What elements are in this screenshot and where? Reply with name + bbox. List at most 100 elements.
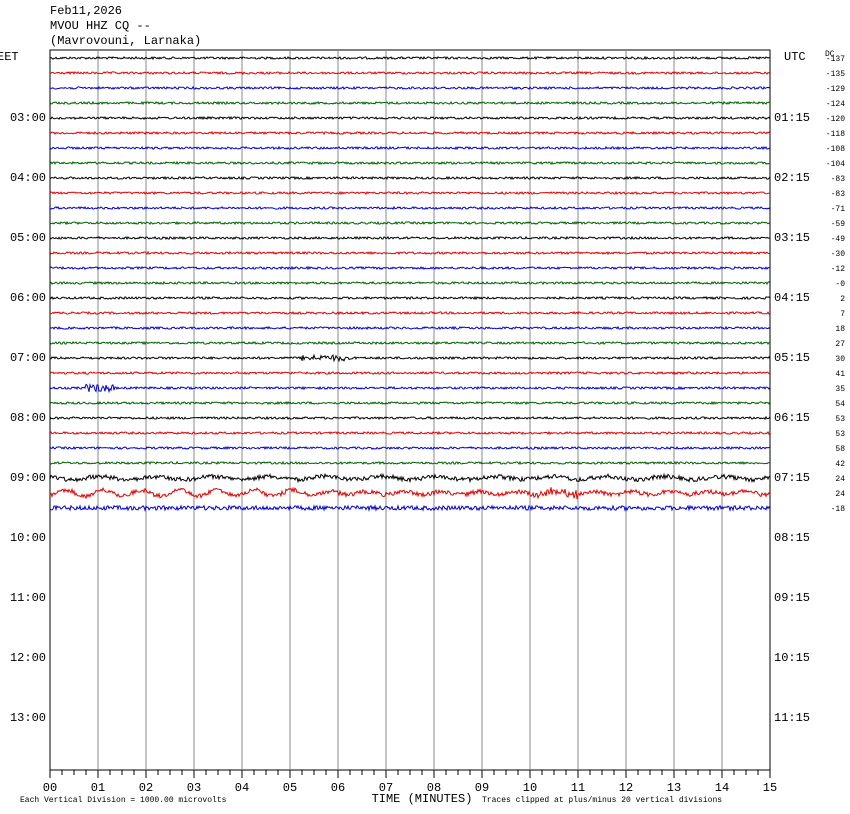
trace (49, 70, 771, 76)
eet-label: 12:00 (10, 651, 46, 665)
trace (49, 220, 771, 226)
trace (49, 55, 771, 61)
dc-offset: -118 (826, 130, 845, 139)
trace (49, 190, 771, 196)
eet-label: 11:00 (10, 591, 46, 605)
trace (49, 265, 771, 271)
trace (49, 340, 770, 346)
trace (49, 415, 771, 421)
clip-note: Traces clipped at plus/minus 20 vertical… (482, 796, 722, 805)
x-tick-label: 12 (619, 781, 633, 795)
eet-label: 03:00 (10, 111, 46, 125)
dc-offset: -59 (831, 220, 846, 229)
dc-offset: 24 (835, 490, 845, 499)
dc-offset: 53 (835, 430, 845, 439)
x-tick-label: 10 (523, 781, 537, 795)
dc-offset: -18 (831, 505, 846, 514)
dc-offset: 27 (835, 340, 845, 349)
trace (49, 353, 771, 363)
dc-offset: -108 (826, 145, 845, 154)
dc-offset: -135 (826, 70, 845, 79)
x-axis-title: TIME (MINUTES) (372, 792, 473, 806)
utc-label: 01:15 (774, 111, 810, 125)
location: (Mavrovouni, Larnaka) (50, 34, 201, 48)
trace (49, 100, 771, 106)
trace (49, 383, 771, 394)
dc-offset: -104 (826, 160, 845, 169)
dc-offset: 58 (835, 445, 845, 454)
utc-label: 03:15 (774, 231, 810, 245)
dc-offset: 54 (835, 400, 845, 409)
dc-offset: -71 (831, 205, 846, 214)
dc-offset: 42 (835, 460, 845, 469)
trace (49, 430, 771, 436)
dc-offset: -129 (826, 85, 845, 94)
trace (49, 486, 771, 500)
x-tick-label: 15 (763, 781, 777, 795)
x-tick-label: 03 (187, 781, 201, 795)
dc-offset: -49 (831, 235, 846, 244)
trace (49, 235, 771, 241)
dc-offset: 35 (835, 385, 845, 394)
x-tick-label: 08 (427, 781, 441, 795)
dc-offset: 7 (840, 310, 845, 319)
dc-offset: -124 (826, 100, 845, 109)
utc-label: 11:15 (774, 711, 810, 725)
trace (49, 205, 771, 211)
station: MVOU HHZ CQ -- (50, 19, 151, 33)
utc-label: 10:15 (774, 651, 810, 665)
utc-label: 06:15 (774, 411, 810, 425)
trace (49, 400, 771, 406)
trace (49, 445, 771, 451)
left-axis-title: EET (0, 50, 19, 64)
date: Feb11,2026 (50, 4, 122, 18)
x-tick-label: 13 (667, 781, 681, 795)
x-tick-label: 14 (715, 781, 729, 795)
trace (49, 280, 771, 286)
eet-label: 07:00 (10, 351, 46, 365)
right-axis-title: UTC (784, 50, 806, 64)
dc-offset: -137 (826, 55, 845, 64)
dc-title: DC (825, 50, 835, 59)
dc-offset: -30 (831, 250, 846, 259)
trace (49, 115, 771, 121)
eet-label: 06:00 (10, 291, 46, 305)
utc-label: 02:15 (774, 171, 810, 185)
trace (49, 85, 771, 91)
trace (49, 160, 771, 166)
x-tick-label: 05 (283, 781, 297, 795)
utc-label: 09:15 (774, 591, 810, 605)
x-tick-label: 09 (475, 781, 489, 795)
trace (49, 175, 771, 181)
dc-offset: -0 (835, 280, 845, 289)
dc-offset: -12 (831, 265, 846, 274)
x-tick-label: 07 (379, 781, 393, 795)
trace (49, 310, 771, 316)
x-tick-label: 00 (43, 781, 57, 795)
scale-note: Each Vertical Division = 1000.00 microvo… (20, 796, 227, 805)
trace (49, 325, 771, 331)
x-tick-label: 06 (331, 781, 345, 795)
trace (49, 504, 771, 512)
eet-label: 04:00 (10, 171, 46, 185)
trace (49, 472, 771, 484)
eet-label: 09:00 (10, 471, 46, 485)
dc-offset: 2 (840, 295, 845, 304)
dc-offset: 30 (835, 355, 845, 364)
x-tick-label: 02 (139, 781, 153, 795)
trace (49, 295, 771, 301)
utc-label: 07:15 (774, 471, 810, 485)
dc-offset: -83 (831, 190, 846, 199)
dc-offset: 53 (835, 415, 845, 424)
eet-label: 10:00 (10, 531, 46, 545)
eet-label: 08:00 (10, 411, 46, 425)
eet-label: 13:00 (10, 711, 46, 725)
trace (49, 460, 771, 466)
x-tick-label: 04 (235, 781, 249, 795)
trace (49, 130, 771, 136)
dc-offset: -83 (831, 175, 846, 184)
dc-offset: 24 (835, 475, 845, 484)
x-tick-label: 01 (91, 781, 105, 795)
